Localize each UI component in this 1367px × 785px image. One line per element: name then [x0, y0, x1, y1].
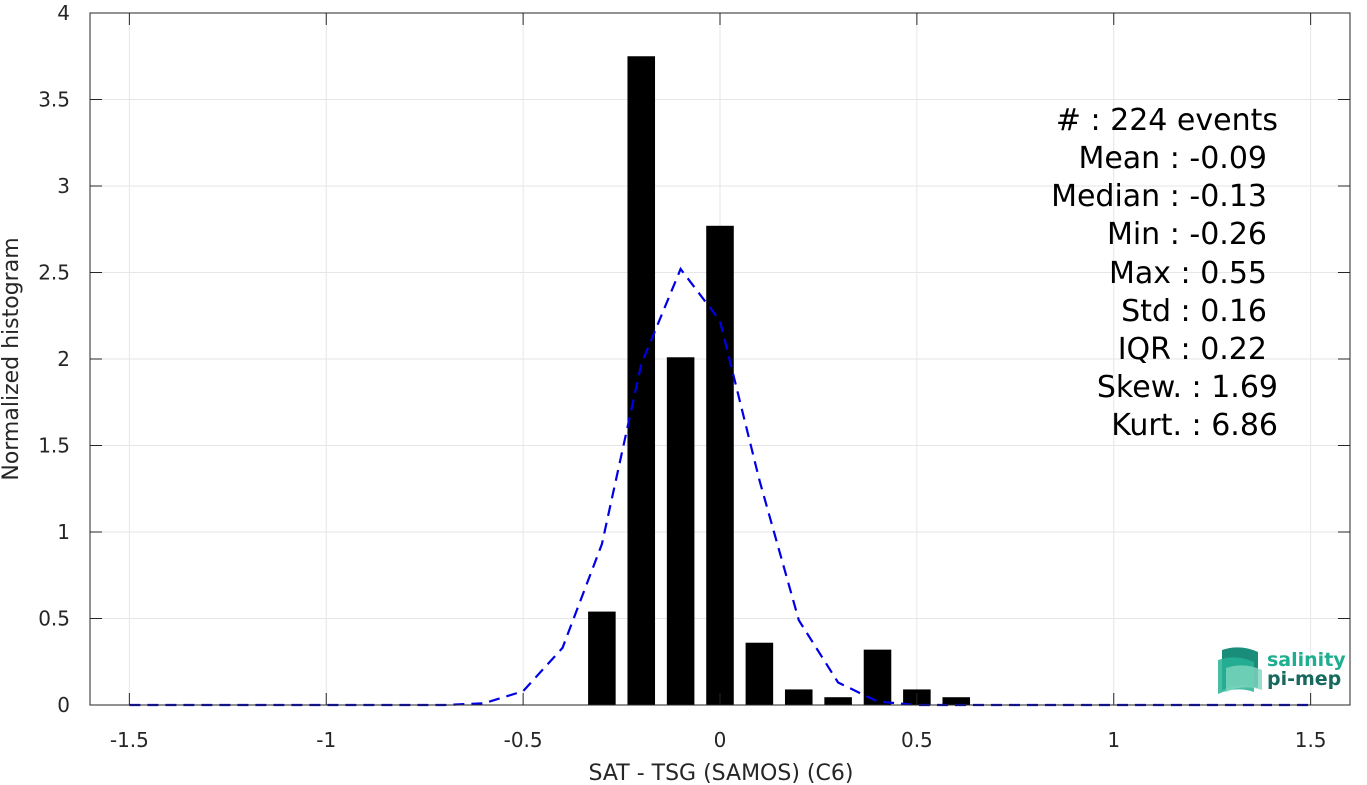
histogram-bar — [627, 56, 656, 705]
logo-line2: pi-mep — [1267, 668, 1341, 690]
histogram-bar — [942, 697, 971, 705]
y-tick-label: 2.5 — [38, 261, 70, 285]
y-tick-label: 2 — [57, 347, 70, 371]
histogram-bar — [666, 357, 695, 705]
stat-iqr: IQR : 0.22 — [1118, 332, 1267, 367]
stat-skew: Skew. : 1.69 — [1097, 370, 1278, 405]
x-tick-label: 1 — [1107, 728, 1120, 752]
stat-min: Min : -0.26 — [1107, 217, 1267, 252]
x-tick-label: -1 — [316, 728, 336, 752]
y-tick-label: 1.5 — [38, 434, 70, 458]
histogram-bar — [863, 649, 892, 705]
x-tick-label: 0 — [714, 728, 727, 752]
logo-line1: salinity — [1267, 649, 1346, 671]
histogram-bar — [784, 689, 813, 705]
y-tick-label: 4 — [57, 1, 70, 25]
x-tick-label: -0.5 — [504, 728, 543, 752]
histogram-bar — [706, 225, 734, 706]
stat-max: Max : 0.55 — [1109, 256, 1267, 291]
x-tick-label: 0.5 — [901, 728, 933, 752]
logo-wave-icon — [1218, 647, 1262, 694]
y-axis-label: Normalized histogram — [0, 237, 24, 480]
y-tick-label: 0.5 — [38, 607, 70, 631]
tick-labels-layer: -1.5 -1 -0.5 0 0.5 1 1.5 0 0.5 1 1.5 2 2.5 3 3.5 4 — [38, 1, 1326, 752]
y-tick-label: 1 — [57, 520, 70, 544]
histogram-bar — [588, 611, 616, 705]
stat-kurt: Kurt. : 6.86 — [1111, 408, 1278, 443]
axes-layer — [89, 12, 1351, 706]
stat-events: # : 224 events — [1056, 103, 1278, 138]
x-axis-label: SAT - TSG (SAMOS) (C6) — [589, 761, 854, 785]
y-tick-label: 0 — [57, 693, 70, 717]
y-tick-label: 3 — [57, 174, 70, 198]
stats-block: # : 224 events Mean : -0.09 Median : -0.… — [1051, 103, 1278, 443]
histogram-bar — [824, 697, 852, 705]
y-tick-label: 3.5 — [38, 88, 70, 112]
stat-median: Median : -0.13 — [1051, 179, 1267, 214]
x-tick-label: 1.5 — [1295, 728, 1327, 752]
x-tick-label: -1.5 — [110, 728, 149, 752]
histogram-bar — [745, 642, 774, 705]
stat-mean: Mean : -0.09 — [1078, 141, 1267, 176]
bars-layer — [588, 56, 971, 706]
stat-std: Std : 0.16 — [1121, 294, 1267, 329]
salinity-pi-mep-logo: salinity pi-mep — [1218, 647, 1346, 694]
